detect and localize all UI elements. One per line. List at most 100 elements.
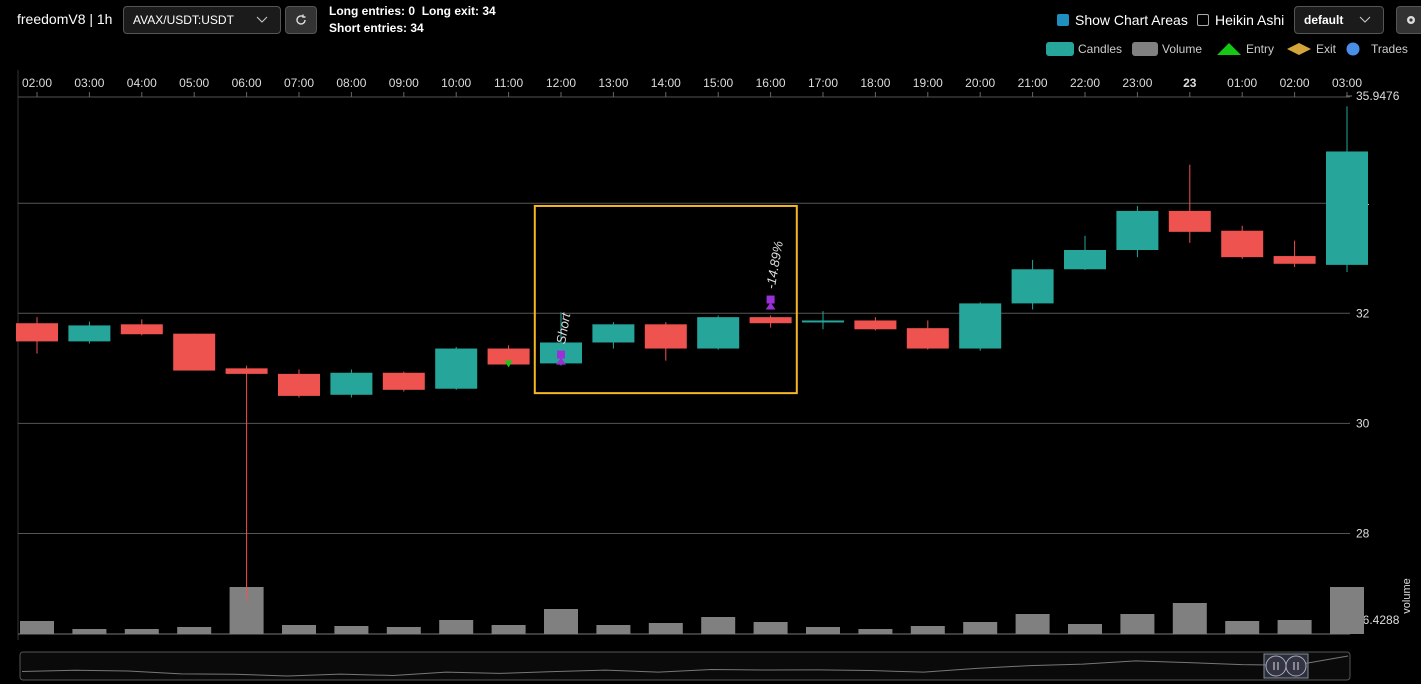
legend-swatch — [1346, 42, 1360, 56]
preset-select[interactable]: default — [1294, 6, 1384, 34]
legend-volume[interactable]: Volume — [1132, 42, 1202, 56]
legend-entry[interactable]: Entry — [1216, 42, 1274, 56]
refresh-button[interactable] — [285, 6, 317, 34]
x-tick-label: 03:00 — [1332, 76, 1362, 90]
volume-bar — [1225, 621, 1260, 634]
volume-bar — [334, 626, 369, 634]
candle-body — [120, 324, 163, 335]
candle-body — [435, 348, 478, 389]
long-entries: Long entries: 0 — [329, 4, 416, 18]
x-tick-label: 13:00 — [598, 76, 628, 90]
y-tick-label: 35.9476 — [1356, 89, 1400, 103]
volume-bar — [439, 620, 474, 634]
volume-bar — [124, 629, 159, 634]
volume-bar — [20, 621, 54, 634]
x-tick-label: 17:00 — [808, 76, 838, 90]
x-tick-label: 02:00 — [1280, 76, 1310, 90]
navigator-handle — [1285, 655, 1307, 677]
chevron — [1359, 16, 1371, 23]
candle-body — [1064, 250, 1106, 270]
refresh-icon — [296, 14, 306, 25]
trade-arrow — [556, 357, 566, 365]
settings-button[interactable] — [1396, 6, 1421, 34]
chevron — [256, 16, 268, 23]
long-exit: Long exit: 34 — [421, 4, 496, 18]
volume-bar — [701, 617, 736, 634]
volume-bar — [1015, 614, 1050, 634]
trade-marker — [557, 350, 565, 359]
navigator[interactable] — [19, 651, 1351, 681]
volume-bar — [963, 622, 998, 634]
x-tick-label: 11:00 — [494, 76, 523, 90]
volume-bar — [1068, 624, 1102, 634]
x-tick-label: 22:00 — [1070, 76, 1100, 90]
x-tick-label: 18:00 — [860, 76, 890, 90]
trade-label: Short — [553, 311, 573, 346]
volume-bar — [858, 629, 893, 634]
volume-bar — [1172, 603, 1207, 634]
candle-body — [906, 328, 949, 349]
candle-body — [16, 323, 58, 342]
candle-body — [225, 368, 268, 374]
legend-swatch — [1132, 42, 1158, 56]
x-tick-label: 02:00 — [22, 76, 52, 90]
checkbox — [1197, 14, 1209, 26]
legend-label: Entry — [1246, 42, 1275, 56]
volume-bar — [491, 625, 526, 634]
legend-label: Exit — [1316, 42, 1337, 56]
legend-swatch — [1287, 43, 1311, 55]
x-tick-label: 01:00 — [1227, 76, 1257, 90]
x-tick-label: 20:00 — [965, 76, 995, 90]
volume-axis-label: volume — [1401, 578, 1413, 613]
x-tick-label: 23:00 — [1122, 76, 1152, 90]
volume-bar — [596, 625, 631, 634]
legend-exit[interactable]: Exit — [1286, 42, 1336, 56]
x-tick-label: 14:00 — [651, 76, 681, 90]
heikin-toggle[interactable]: Heikin Ashi — [1197, 12, 1284, 28]
legend-trades[interactable]: Trades — [1345, 42, 1408, 56]
volume-bar — [910, 626, 945, 634]
candle-body — [697, 317, 740, 349]
y-tick-label: 26.4288 — [1356, 613, 1400, 627]
preset-label: default — [1304, 13, 1344, 27]
candle-body — [1116, 210, 1159, 251]
candle-body — [382, 372, 425, 390]
candle-body — [1326, 151, 1368, 265]
candle-body — [330, 372, 373, 395]
gear-icon — [1407, 16, 1415, 24]
candle-body — [749, 317, 792, 324]
candle-body — [1273, 256, 1316, 264]
navigator-handle — [1265, 655, 1287, 677]
y-tick-label: 32 — [1356, 306, 1370, 320]
show-areas-toggle[interactable]: Show Chart Areas — [1057, 12, 1188, 28]
candle-body — [802, 320, 844, 323]
candle-body — [68, 325, 111, 342]
x-tick-label: 05:00 — [179, 76, 209, 90]
volume-bar — [1330, 587, 1364, 634]
legend-swatch — [1046, 42, 1074, 56]
pair-select[interactable]: AVAX/USDT:USDT — [123, 6, 281, 34]
x-tick-label: 12:00 — [546, 76, 576, 90]
x-tick-label: 04:00 — [127, 76, 157, 90]
volume-bar — [386, 627, 421, 634]
x-tick-label: 10:00 — [441, 76, 471, 90]
x-tick-label: 16:00 — [756, 76, 786, 90]
x-tick-label: 15:00 — [703, 76, 733, 90]
x-tick-label: 19:00 — [913, 76, 943, 90]
legend-swatch — [1217, 43, 1241, 55]
legend-candles[interactable]: Candles — [1046, 42, 1122, 56]
x-tick-label: 03:00 — [74, 76, 104, 90]
trade-arrow — [765, 302, 776, 310]
legend-label: Trades — [1371, 42, 1408, 56]
candle-body — [1011, 269, 1054, 304]
candle-body — [959, 303, 1002, 349]
long-info: Long entries: 0 Long exit: 34 — [329, 4, 496, 18]
trade-marker — [766, 295, 775, 304]
x-tick-label: 09:00 — [389, 76, 419, 90]
pair-label: AVAX/USDT:USDT — [133, 13, 234, 27]
heikin-label: Heikin Ashi — [1215, 12, 1285, 28]
show-areas-label: Show Chart Areas — [1075, 12, 1188, 28]
strategy-title: freedomV8 | 1h — [17, 11, 113, 27]
